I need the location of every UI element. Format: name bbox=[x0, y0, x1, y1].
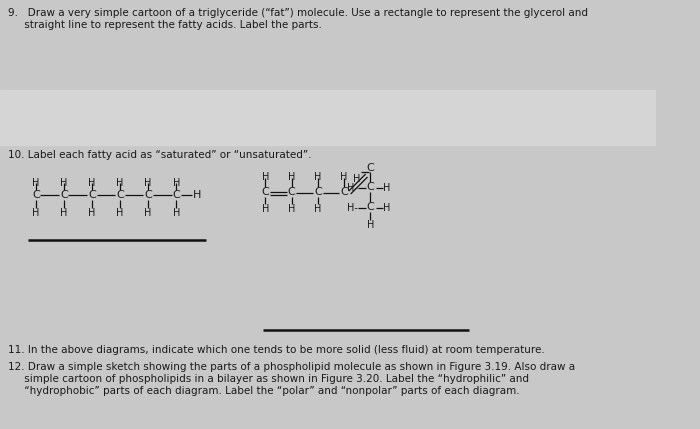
Text: C: C bbox=[288, 187, 295, 197]
Text: C: C bbox=[144, 190, 152, 200]
Text: C: C bbox=[172, 190, 181, 200]
Text: C: C bbox=[262, 187, 270, 197]
Text: H-: H- bbox=[347, 183, 358, 193]
Text: “hydrophobic” parts of each diagram. Label the “polar” and “nonpolar” parts of e: “hydrophobic” parts of each diagram. Lab… bbox=[8, 386, 519, 396]
Text: H-: H- bbox=[347, 203, 358, 213]
Text: C: C bbox=[314, 187, 322, 197]
Text: H: H bbox=[172, 208, 180, 218]
Text: H: H bbox=[144, 208, 152, 218]
Text: H: H bbox=[193, 190, 202, 200]
Text: C: C bbox=[367, 163, 374, 173]
Text: 9.   Draw a very simple cartoon of a triglyceride (“fat”) molecule. Use a rectan: 9. Draw a very simple cartoon of a trigl… bbox=[8, 8, 587, 18]
Text: H: H bbox=[288, 204, 295, 214]
Text: H: H bbox=[340, 172, 348, 182]
Text: C: C bbox=[340, 187, 348, 197]
Text: simple cartoon of phospholipids in a bilayer as shown in Figure 3.20. Label the : simple cartoon of phospholipids in a bil… bbox=[8, 374, 528, 384]
Text: straight line to represent the fatty acids. Label the parts.: straight line to represent the fatty aci… bbox=[8, 20, 321, 30]
Text: C: C bbox=[32, 190, 40, 200]
Text: H: H bbox=[32, 178, 39, 188]
Text: C: C bbox=[367, 202, 374, 212]
Text: 10. Label each fatty acid as “saturated” or “unsaturated”.: 10. Label each fatty acid as “saturated”… bbox=[8, 150, 311, 160]
Text: H: H bbox=[384, 183, 391, 193]
Text: H: H bbox=[288, 172, 295, 182]
Text: H: H bbox=[353, 174, 360, 184]
Text: H: H bbox=[88, 178, 95, 188]
Bar bbox=[0, 90, 657, 145]
Text: H: H bbox=[262, 204, 269, 214]
Text: 12. Draw a simple sketch showing the parts of a phospholipid molecule as shown i: 12. Draw a simple sketch showing the par… bbox=[8, 362, 575, 372]
Text: H: H bbox=[314, 172, 321, 182]
Text: H: H bbox=[172, 178, 180, 188]
Text: C: C bbox=[88, 190, 96, 200]
Text: H: H bbox=[144, 178, 152, 188]
Text: C: C bbox=[60, 190, 68, 200]
Text: H: H bbox=[60, 178, 67, 188]
Text: 11. In the above diagrams, indicate which one tends to be more solid (less fluid: 11. In the above diagrams, indicate whic… bbox=[8, 345, 545, 355]
Text: H: H bbox=[384, 203, 391, 213]
Text: H: H bbox=[60, 208, 67, 218]
Text: H: H bbox=[262, 172, 269, 182]
Text: H: H bbox=[116, 208, 124, 218]
Text: C: C bbox=[116, 190, 124, 200]
Text: H: H bbox=[32, 208, 39, 218]
Text: C: C bbox=[367, 182, 374, 192]
Text: H: H bbox=[116, 178, 124, 188]
Text: H: H bbox=[314, 204, 321, 214]
Text: H: H bbox=[367, 220, 374, 230]
Text: H: H bbox=[88, 208, 95, 218]
